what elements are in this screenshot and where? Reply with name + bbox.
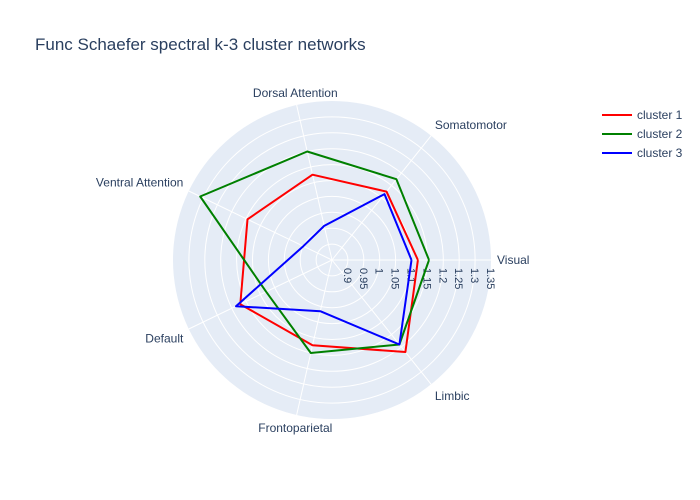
series-line-cluster-3 [235,193,413,346]
radial-tick-label: 1.1 [405,268,417,283]
category-label: Ventral Attention [96,175,183,189]
category-label: Limbic [435,389,470,403]
radial-tick-label: 1.2 [436,268,448,283]
angular-gridline [296,104,333,261]
radial-tick-label: 0.9 [341,268,353,283]
category-label: Somatomotor [435,118,507,132]
legend-item-label: cluster 2 [637,127,683,141]
category-label: Frontoparietal [258,421,332,435]
series-line-cluster-2 [199,150,430,354]
angular-gridline [331,259,432,385]
radial-tick-label: 1.3 [468,268,480,283]
radial-tick-label: 0.95 [357,268,369,289]
category-label: Dorsal Attention [253,86,338,100]
legend-item-label: cluster 3 [637,146,683,160]
series-line-cluster-1 [239,173,419,353]
legend: cluster 1 cluster 2 cluster 3 [602,108,683,160]
angular-gridline [331,135,432,261]
angular-gridline [188,259,333,330]
legend-item-label: cluster 1 [637,108,683,122]
radial-tick-label: 1.35 [484,268,496,289]
polar-area: 0.9 0.95 1 1.05 1.1 1.15 1.2 1.25 1.3 1.35VisualS… [96,86,530,435]
radial-tick-label: 1.25 [452,268,464,289]
angular-gridline [188,190,333,261]
angular-gridline [296,259,333,416]
category-label: Default [145,332,184,346]
radial-tick-label: 1 [373,268,385,274]
category-label: Visual [497,253,529,267]
radial-tick-label: 1.05 [389,268,401,289]
chart-title: Func Schaefer spectral k-3 cluster netwo… [35,35,366,54]
